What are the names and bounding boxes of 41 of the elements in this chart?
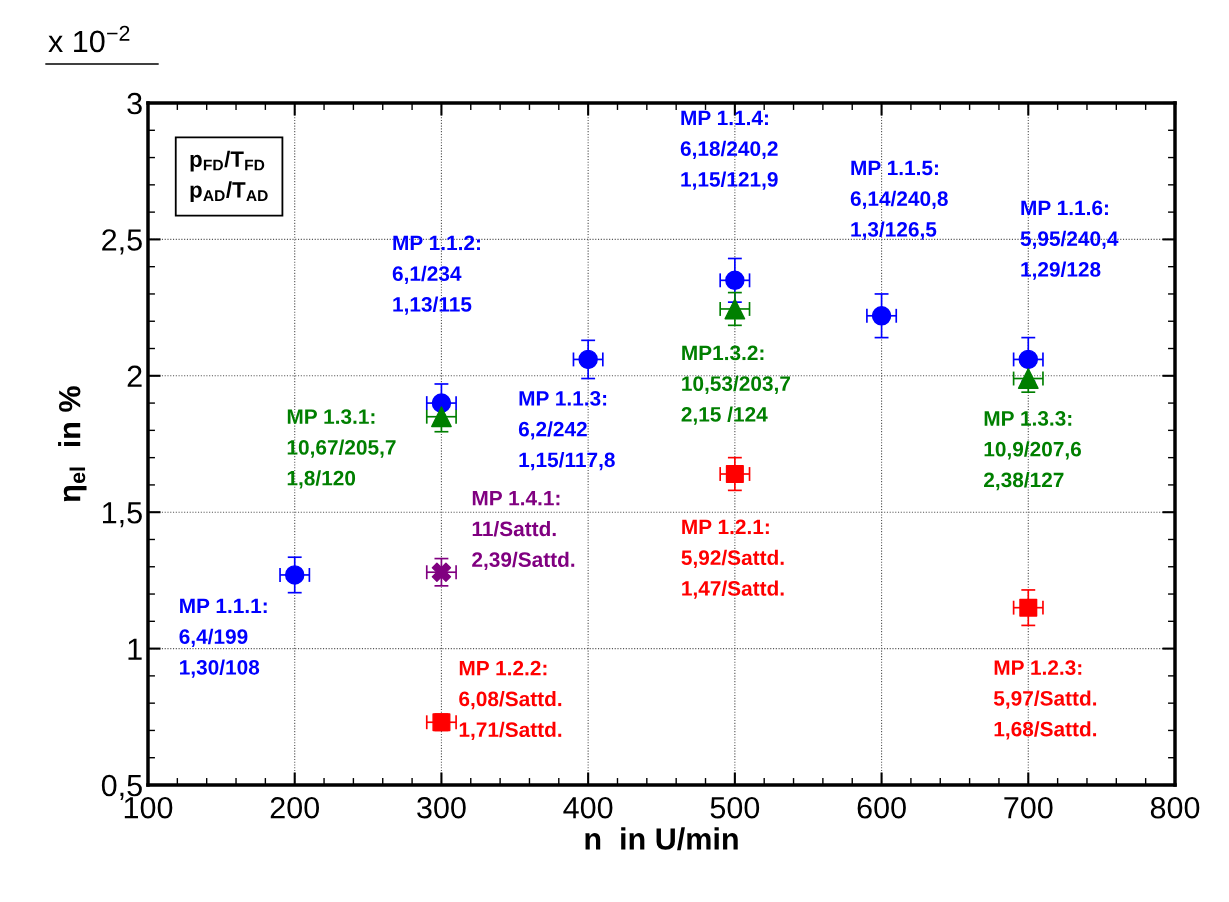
point (725, 270, 745, 291)
annotation: MP 1.2.3: 5,97/Sattd. 1,68/Sattd. (993, 660, 1097, 740)
annotation: MP1.3.2: 10,53/203,7 2,15 /124 (681, 345, 790, 425)
point (724, 298, 746, 320)
x-tick-label: 500 (710, 796, 760, 819)
annotation: MP 1.1.6: 5,95/240,4 1,29/128 (1020, 200, 1119, 280)
annotation: MP 1.3.1: 10,67/205,7 1,8/120 (287, 409, 396, 489)
point (431, 393, 452, 413)
point (1019, 598, 1038, 617)
x-tick-label: 400 (563, 796, 613, 819)
annotation: MP 1.1.2: 6,1/234 1,13/115 (392, 235, 480, 315)
text: x 10$^{−2}$ (48, 25, 130, 53)
annotation: MP 1.2.1: 5,92/Sattd. 1,47/Sattd. (681, 519, 784, 599)
x-tick-label: 200 (270, 796, 320, 819)
point (578, 349, 598, 370)
x-tick-label: 600 (857, 796, 906, 819)
point (1018, 349, 1039, 370)
annotation: MP 1.1.4: 6,18/240,2 1,15/121,9 (680, 110, 778, 190)
annotation: MP 1.2.2: 6,08/Sattd. 1,71/Sattd. (459, 660, 562, 741)
point (284, 565, 305, 585)
point (725, 464, 744, 484)
x-tick-label: 700 (1004, 796, 1053, 819)
annotation: MP 1.1.5: 6,14/240,8 1,3/126,5 (850, 160, 948, 240)
point (431, 562, 452, 582)
text: p$_{FD}$/T$_{FD}$ p$_{AD}$/T$_{AD}$ (190, 150, 268, 203)
annotation: MP 1.3.3: 10,9/207,6 2,38/127 (984, 411, 1081, 491)
annotation: MP 1.1.1: 6,4/199 1,30/108 (179, 598, 267, 678)
annotation: MP 1.4.1: 11/Sattd. 2,39/Sattd. (472, 490, 575, 571)
y-tick-label: 3 (127, 92, 142, 115)
x-tick-label: 300 (417, 796, 466, 819)
annotation: MP 1.1.3: 6,2/242 1,15/117,8 (518, 390, 615, 471)
point (1017, 368, 1039, 389)
y-tick-label: 1,5 (103, 502, 142, 528)
y-axis-title: η$_{el}$ in % (58, 386, 87, 502)
y-tick-label: 1 (128, 638, 142, 660)
y-tick-label: 2 (127, 365, 142, 387)
point (871, 306, 892, 326)
x-axis-title: n in U/min (585, 827, 738, 851)
x-tick-label: 800 (1150, 796, 1200, 819)
y-tick-label: 2,5 (102, 229, 142, 255)
point (431, 406, 452, 428)
